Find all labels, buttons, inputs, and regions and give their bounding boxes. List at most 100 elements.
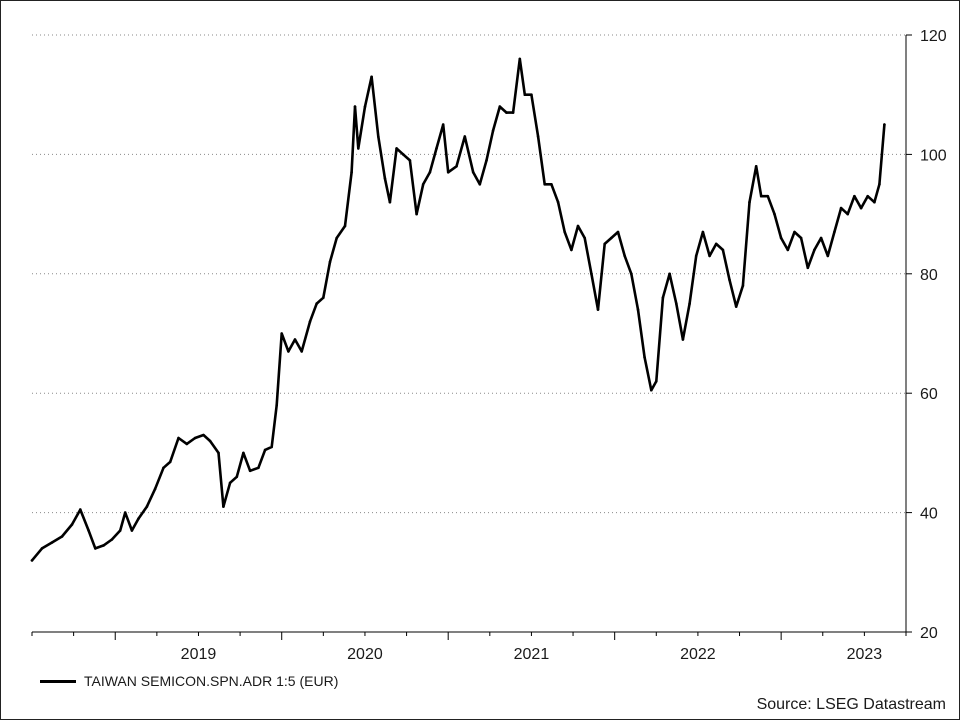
data-point: [446, 171, 450, 174]
data-point: [208, 439, 212, 443]
data-point: [603, 242, 606, 246]
data-point: [70, 523, 74, 526]
data-point: [806, 266, 810, 270]
data-point: [248, 469, 252, 473]
data-point: [839, 206, 843, 210]
data-point: [675, 302, 678, 305]
x-tick-label: 2021: [514, 646, 550, 663]
data-point: [701, 230, 705, 234]
data-point: [280, 332, 284, 335]
data-point: [748, 200, 751, 204]
data-point: [523, 93, 527, 96]
data-point: [694, 254, 698, 258]
data-point: [498, 105, 502, 108]
data-point: [813, 248, 816, 252]
data-point: [668, 272, 671, 276]
data-point: [257, 466, 260, 470]
data-point: [556, 200, 560, 204]
data-point: [661, 296, 665, 300]
data-point: [773, 212, 776, 216]
data-point: [383, 177, 387, 180]
data-point: [370, 75, 373, 79]
data-point: [217, 451, 220, 455]
data-point: [786, 248, 790, 252]
data-point: [853, 194, 856, 198]
data-point: [79, 508, 82, 511]
legend: TAIWAN SEMICON.SPN.ADR 1:5 (EUR): [40, 671, 338, 691]
data-point: [242, 451, 245, 455]
data-point: [222, 505, 225, 508]
data-point: [596, 308, 600, 311]
data-point: [485, 159, 488, 162]
data-point: [30, 559, 34, 562]
data-point: [636, 308, 640, 311]
data-point: [350, 171, 353, 174]
data-point: [478, 183, 482, 186]
data-point: [401, 153, 405, 156]
x-tick-label: 2019: [181, 646, 217, 663]
data-point: [177, 436, 180, 440]
data-point: [866, 194, 869, 198]
data-point: [322, 296, 325, 300]
data-point: [793, 230, 796, 234]
data-point: [819, 236, 823, 240]
data-point: [94, 547, 97, 550]
data-point: [145, 505, 149, 508]
data-point: [455, 165, 458, 168]
data-point: [688, 302, 691, 305]
data-point: [681, 338, 685, 341]
data-point: [799, 236, 803, 240]
data-point: [471, 171, 475, 174]
data-point: [610, 236, 613, 240]
x-tick-label: 2022: [680, 646, 716, 663]
y-tick-label: 80: [920, 267, 938, 284]
data-point: [328, 260, 332, 264]
data-point: [833, 230, 836, 234]
data-point: [623, 254, 626, 258]
data-point: [60, 535, 64, 538]
data-point: [162, 466, 165, 470]
data-point: [118, 529, 122, 532]
y-tick-label: 60: [920, 386, 938, 403]
data-point: [754, 165, 758, 168]
data-point: [873, 200, 876, 204]
data-point: [408, 159, 412, 162]
data-point: [563, 230, 566, 234]
x-tick-label: 2023: [847, 646, 883, 663]
data-point: [415, 212, 418, 216]
data-point: [878, 183, 881, 186]
data-point: [293, 338, 297, 341]
series-layer: [30, 57, 886, 562]
data-point: [263, 448, 267, 452]
data-point: [846, 212, 849, 216]
grid-lines: [32, 34, 906, 514]
data-point: [505, 111, 508, 114]
data-point: [235, 475, 239, 479]
data-point: [511, 111, 515, 114]
data-point: [583, 236, 586, 240]
data-point: [363, 105, 367, 108]
data-point: [826, 254, 830, 258]
data-point: [708, 254, 711, 258]
data-point: [616, 230, 620, 234]
data-point: [270, 445, 274, 449]
data-point: [570, 248, 573, 252]
y-tick-label: 100: [920, 147, 947, 164]
data-point: [741, 284, 745, 288]
data-point: [650, 388, 653, 392]
data-point: [308, 320, 312, 323]
y-tick-label: 120: [920, 28, 947, 45]
data-point: [428, 171, 432, 174]
data-point: [630, 272, 633, 276]
data-point: [655, 380, 658, 383]
data-point: [287, 350, 290, 353]
data-point: [130, 529, 134, 532]
data-point: [102, 544, 105, 547]
x-tick-label: 2020: [347, 646, 383, 663]
data-point: [300, 350, 304, 353]
data-point: [388, 200, 392, 204]
data-point: [576, 224, 580, 228]
data-point: [759, 194, 763, 198]
data-point: [153, 487, 157, 491]
